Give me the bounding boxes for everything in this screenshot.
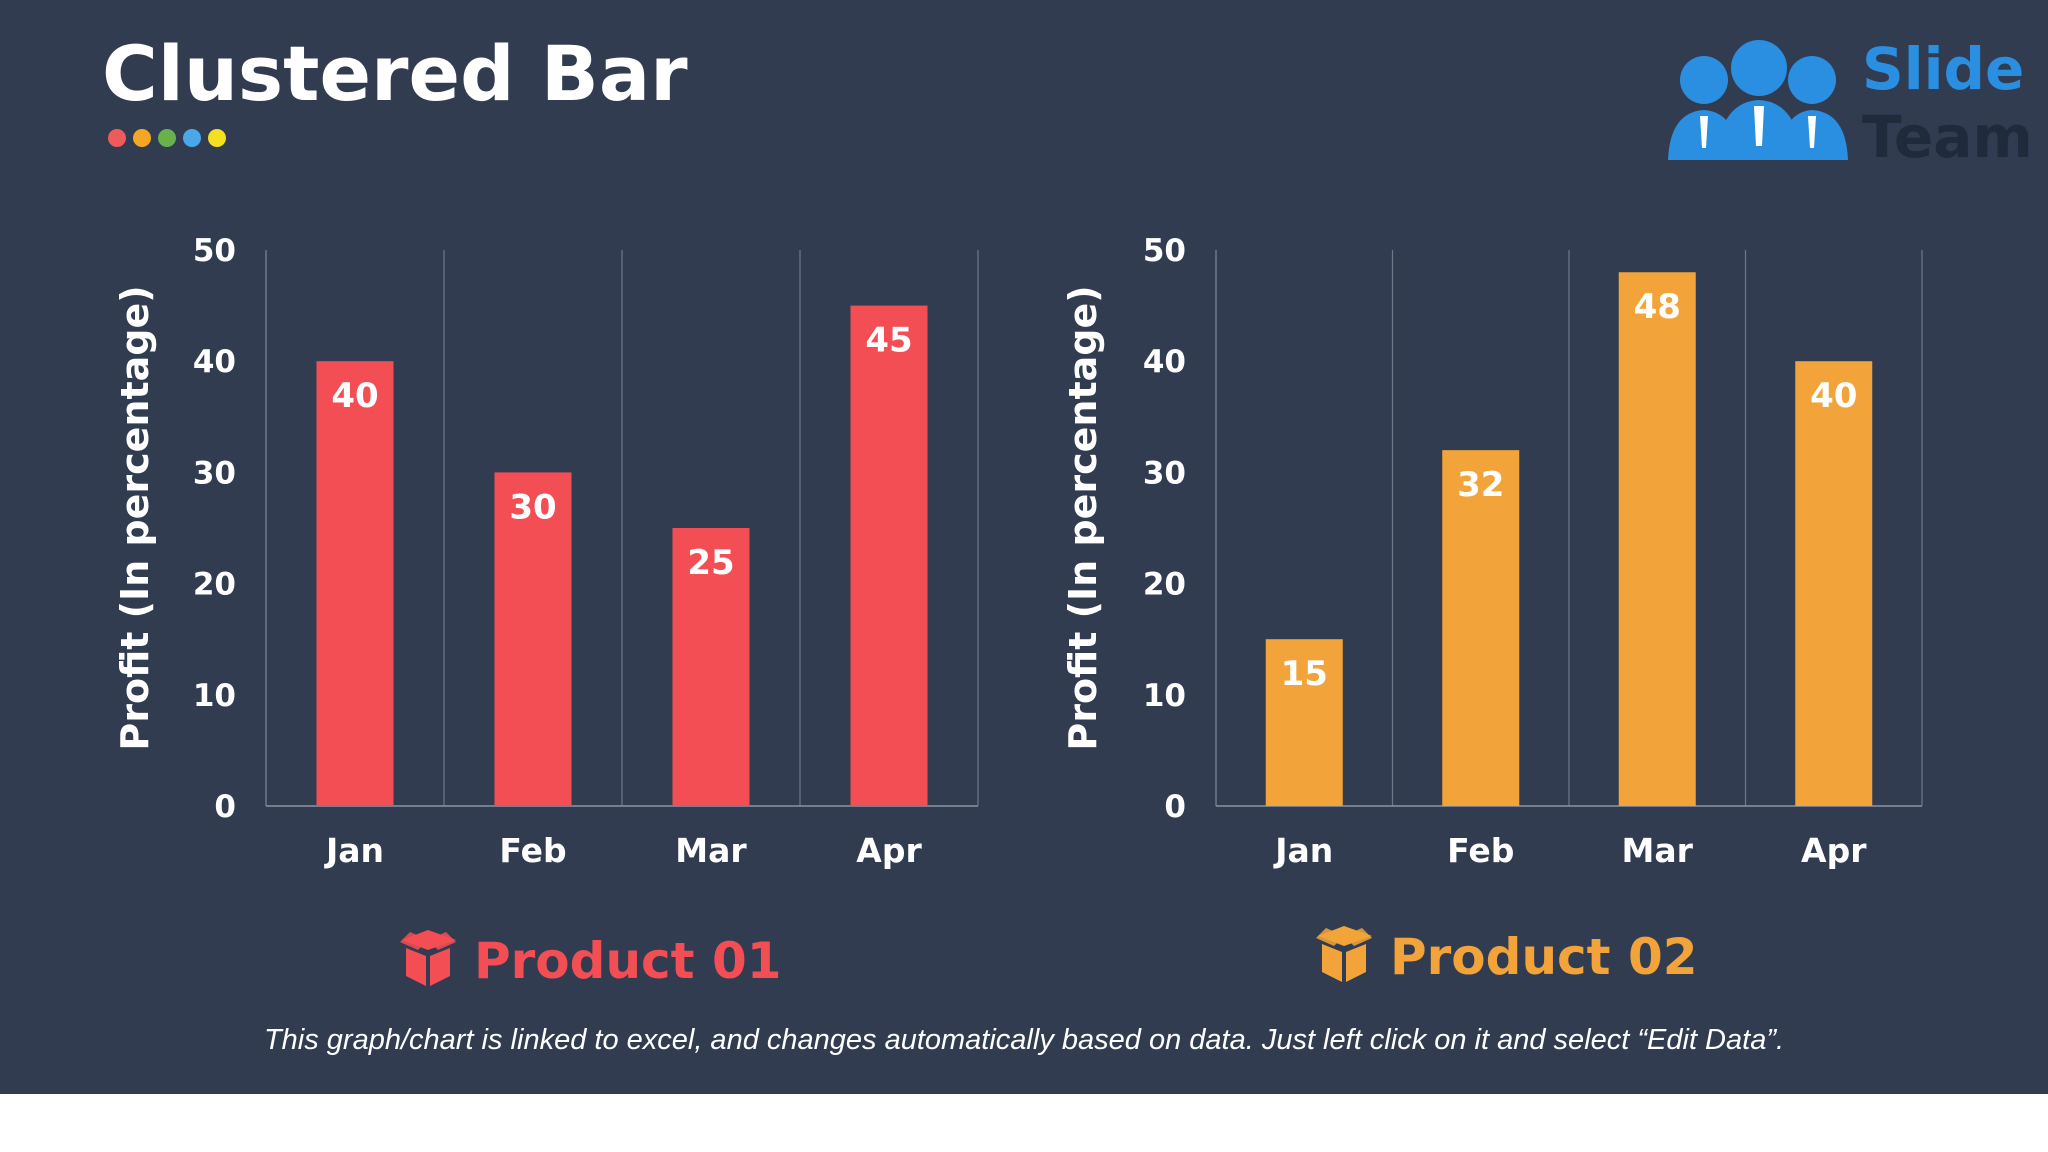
y-tick-label: 0 <box>1164 789 1186 825</box>
color-dots <box>108 129 226 147</box>
color-dot <box>133 129 151 147</box>
y-axis-label: Profit (In percentage) <box>1061 285 1105 750</box>
gift-box-icon <box>1316 926 1372 982</box>
logo-text-slide: Slide <box>1862 35 2025 103</box>
x-tick-label: Mar <box>1622 831 1694 870</box>
data-label: 40 <box>1810 376 1857 416</box>
y-tick-label: 20 <box>193 567 236 603</box>
bar <box>316 361 394 806</box>
chart-2: 0 10 20 30 40 50 Profit (In percentage) 15 Jan 32… <box>1061 233 1923 986</box>
data-label: 15 <box>1281 654 1328 694</box>
y-tick-label: 40 <box>1143 344 1186 380</box>
bar <box>1442 450 1520 806</box>
y-tick-label: 10 <box>193 678 236 714</box>
x-tick-label: Apr <box>856 831 922 870</box>
y-tick-label: 30 <box>193 455 236 491</box>
chart-1: 0 10 20 30 40 50 Profit (In percentage) 40 Jan 30… <box>113 233 979 990</box>
charts-canvas: 0 10 20 30 40 50 Profit (In percentage) 40 Jan 30… <box>113 233 1923 990</box>
data-label: 30 <box>509 487 556 527</box>
x-tick-label: Apr <box>1801 831 1867 870</box>
logo-text-team: Team <box>1862 103 2033 171</box>
gift-box-icon <box>400 930 456 986</box>
x-tick-label: Feb <box>499 831 566 870</box>
slide-title: Clustered Bar <box>102 29 688 118</box>
bar <box>850 305 928 806</box>
bottom-margin <box>0 1094 2048 1152</box>
data-label: 45 <box>865 321 912 361</box>
color-dot <box>183 129 201 147</box>
y-tick-label: 20 <box>1143 567 1186 603</box>
data-label: 32 <box>1457 465 1504 505</box>
legend-label: Product 01 <box>474 932 782 990</box>
y-tick-label: 40 <box>193 344 236 380</box>
legend-label: Product 02 <box>1390 928 1698 986</box>
x-tick-label: Feb <box>1447 831 1514 870</box>
data-label: 40 <box>331 376 378 416</box>
data-label: 25 <box>687 543 734 583</box>
y-axis-label: Profit (In percentage) <box>113 285 157 750</box>
x-tick-label: Jan <box>1273 831 1333 870</box>
y-tick-label: 50 <box>1143 233 1186 269</box>
bar <box>1265 639 1343 806</box>
y-tick-label: 0 <box>214 789 236 825</box>
bar <box>1795 361 1873 806</box>
bar <box>494 472 572 806</box>
y-tick-label: 50 <box>193 233 236 269</box>
slide-background: Clustered Bar Slide Team 0 10 20 30 40 50 Prof… <box>0 0 2048 1094</box>
y-tick-label: 10 <box>1143 678 1186 714</box>
footnote: This graph/chart is linked to excel, and… <box>263 1024 1785 1056</box>
slideteam-logo: Slide Team <box>1664 28 2033 168</box>
color-dot <box>158 129 176 147</box>
x-tick-label: Jan <box>324 831 384 870</box>
color-dot <box>208 129 226 147</box>
team-people-icon <box>1668 40 1848 160</box>
bar <box>1618 272 1696 806</box>
bar <box>672 528 750 806</box>
x-tick-label: Mar <box>675 831 747 870</box>
color-dot <box>108 129 126 147</box>
y-tick-label: 30 <box>1143 455 1186 491</box>
data-label: 48 <box>1634 287 1681 327</box>
